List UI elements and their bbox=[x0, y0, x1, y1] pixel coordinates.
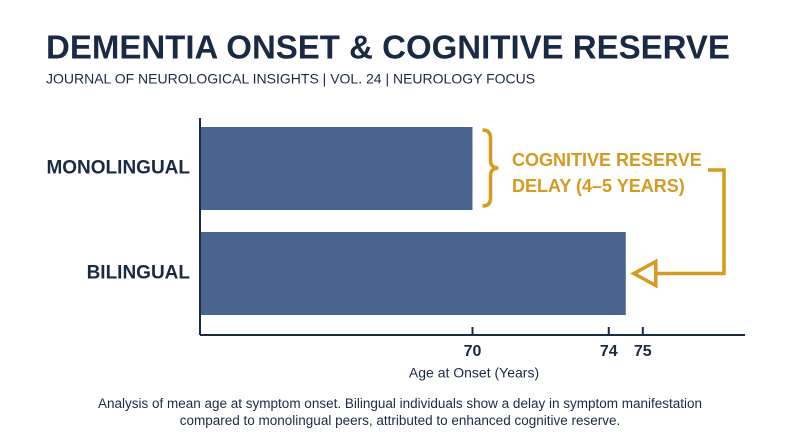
x-tick-label: 70 bbox=[464, 343, 482, 360]
brace bbox=[482, 128, 499, 208]
caption: Analysis of mean age at symptom onset. B… bbox=[97, 396, 703, 428]
arrow-head bbox=[630, 258, 658, 289]
chart-subtitle: JOURNAL OF NEUROLOGICAL INSIGHTS | VOL. … bbox=[46, 71, 535, 87]
y-tick-label: MONOLINGUAL bbox=[46, 158, 190, 179]
x-axis-label: Age at Onset (Years) bbox=[409, 365, 539, 381]
bar bbox=[200, 127, 473, 210]
x-tick-label: 75 bbox=[634, 343, 652, 360]
annotation: COGNITIVE RESERVE DELAY (4–5 YEARS) bbox=[512, 150, 702, 196]
x-tick-label: 74 bbox=[600, 343, 618, 360]
arrow-line bbox=[653, 168, 726, 276]
y-tick-label: BILINGUAL bbox=[87, 263, 191, 284]
chart-title: DEMENTIA ONSET & COGNITIVE RESERVE bbox=[46, 29, 730, 66]
bar bbox=[200, 232, 626, 315]
